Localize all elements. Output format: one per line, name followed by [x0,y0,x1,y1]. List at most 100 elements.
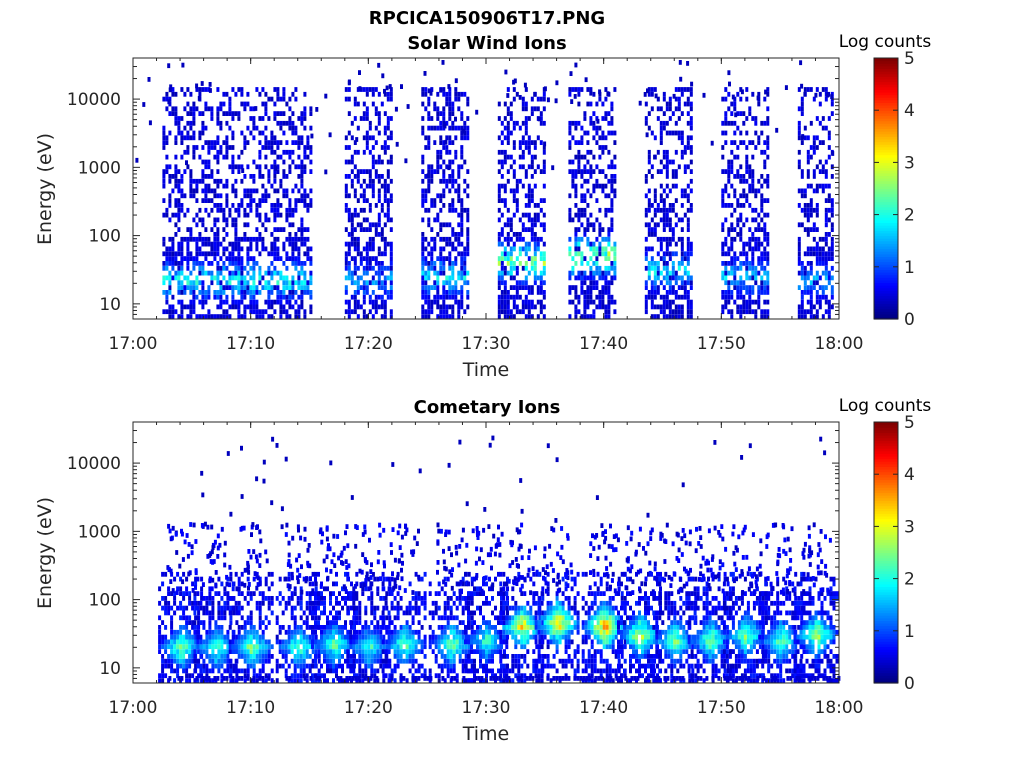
heatmap-cell [288,290,292,295]
heatmap-cell [686,222,690,228]
heatmap-cell [592,227,596,232]
heatmap-cell [554,98,558,104]
heatmap-cell [448,135,452,141]
heatmap-cell [223,562,227,568]
heatmap-cell [207,236,211,242]
heatmap-cell [674,130,678,136]
heatmap-cell [300,140,304,145]
heatmap-cell [830,246,834,252]
heatmap-cell [161,639,165,645]
heatmap-cell [433,203,437,208]
heatmap-cell [365,91,369,97]
heatmap-cell [601,294,605,300]
heatmap-cell [503,294,507,300]
heatmap-cell [211,615,215,621]
heatmap-cell [288,299,292,305]
heatmap-cell [234,178,238,184]
heatmap-cell [222,246,226,252]
heatmap-cell [276,91,280,97]
heatmap-cell [797,256,801,261]
heatmap-cell [524,169,528,174]
heatmap-cell [766,280,770,286]
heatmap-cell [174,256,178,261]
heatmap-cell [176,644,180,650]
heatmap-cell [457,164,461,170]
heatmap-cell [273,174,277,179]
heatmap-cell [303,154,307,160]
heatmap-cell [201,285,205,290]
heatmap-cell [460,125,464,131]
heatmap-cell [186,265,190,271]
heatmap-cell [270,145,274,150]
heatmap-cell [589,290,593,295]
heatmap-cell [305,605,309,611]
heatmap-cell [303,91,307,97]
heatmap-cell [763,96,767,102]
heatmap-cell [226,600,230,606]
heatmap-cell [231,639,235,645]
heatmap-cell [261,600,265,606]
heatmap-cell [365,135,369,141]
heatmap-cell [258,552,262,558]
heatmap-cell [760,280,764,286]
heatmap-cell [371,193,375,199]
heatmap-cell [252,625,256,630]
heatmap-cell [216,533,220,539]
heatmap-cell [653,154,657,160]
heatmap-cell [168,280,172,286]
heatmap-cell [220,605,224,611]
heatmap-cell [362,227,366,232]
heatmap-cell [589,90,593,96]
heatmap-cell [168,174,172,179]
heatmap-cell [503,309,507,315]
heatmap-cell [457,299,461,305]
heatmap-cell [766,290,770,295]
heatmap-cell [347,275,351,281]
heatmap-cell [258,280,262,286]
heatmap-cell [282,120,286,126]
heatmap-cell [189,135,193,141]
heatmap-cell [234,207,238,213]
heatmap-cell [436,159,440,165]
heatmap-cell [201,120,205,126]
heatmap-cell [202,658,206,664]
heatmap-cell [362,294,366,300]
heatmap-cell [677,261,681,266]
heatmap-cell [225,280,229,286]
heatmap-cell [430,261,434,266]
heatmap-cell [204,159,208,165]
heatmap-cell [451,265,455,271]
heatmap-cell [350,154,354,160]
heatmap-cell [297,553,301,558]
heatmap-cell [797,203,801,208]
heatmap-cell [180,188,184,194]
heatmap-cell [583,164,587,170]
heatmap-cell [228,241,232,247]
heatmap-cell [180,241,184,247]
heatmap-cell [353,164,357,170]
heatmap-cell [320,644,323,650]
heatmap-cell [568,314,572,319]
heatmap-cell [500,159,504,165]
heatmap-cell [689,251,693,257]
heatmap-cell [677,101,681,107]
heatmap-cell [421,290,425,295]
heatmap-cell [424,91,428,97]
heatmap-cell [264,581,268,587]
heatmap-cell [748,241,752,247]
heatmap-cell [267,605,271,611]
heatmap-cell [598,294,602,300]
heatmap-cell [267,314,271,319]
heatmap-cell [264,101,268,107]
heatmap-cell [555,80,559,86]
heatmap-cell [267,96,271,102]
heatmap-cell [294,309,298,315]
heatmap-cell [176,673,180,679]
heatmap-cell [439,265,443,271]
heatmap-cell [183,236,187,242]
heatmap-cell [282,188,286,194]
heatmap-cell [607,241,611,247]
heatmap-cell [220,581,224,587]
heatmap-cell [208,553,212,558]
heatmap-cell [306,290,310,295]
